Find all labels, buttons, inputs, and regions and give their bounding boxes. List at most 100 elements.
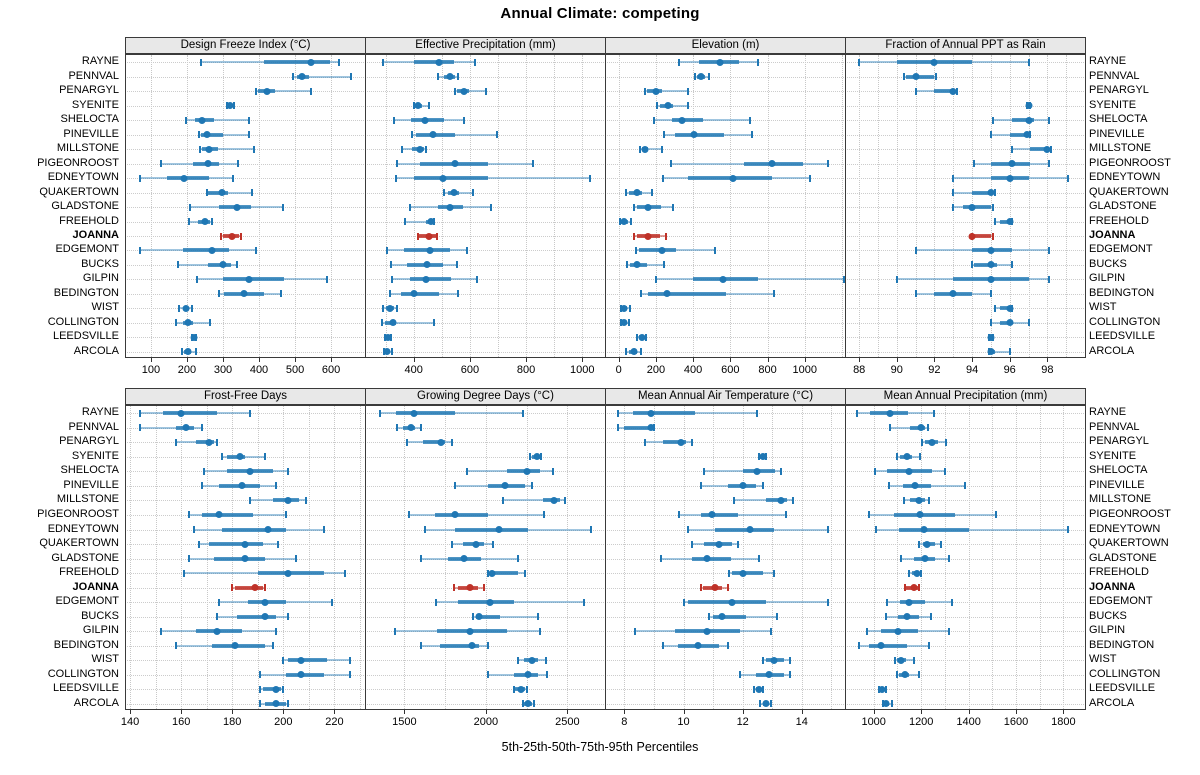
whisker-5-95 xyxy=(989,350,1010,353)
band-25-75 xyxy=(285,672,325,677)
band-25-75 xyxy=(674,132,724,137)
whisker-cap xyxy=(435,598,438,606)
median-dot xyxy=(218,189,226,196)
whisker-cap xyxy=(326,275,329,283)
row-guide xyxy=(367,337,604,339)
axis-tick xyxy=(618,358,620,362)
whisker-cap xyxy=(175,438,178,446)
median-dot xyxy=(708,511,716,519)
row-guide xyxy=(127,221,364,223)
row-guide xyxy=(127,573,364,574)
whisker-cap xyxy=(471,613,474,621)
whisker-cap xyxy=(633,232,636,240)
median-dot xyxy=(920,526,928,533)
whisker-cap xyxy=(726,642,729,650)
median-dot xyxy=(647,424,655,432)
whisker-cap xyxy=(784,511,787,519)
whisker-cap xyxy=(502,496,505,504)
band-25-75 xyxy=(972,190,993,195)
median-dot xyxy=(917,424,925,432)
median-dot xyxy=(228,232,236,240)
whisker-cap xyxy=(895,275,898,283)
whisker-cap xyxy=(194,348,197,356)
gridline xyxy=(873,406,875,709)
whisker-cap xyxy=(707,613,710,621)
median-dot xyxy=(203,131,211,139)
whisker-cap xyxy=(198,540,201,548)
whisker-cap xyxy=(188,218,191,225)
whisker-cap xyxy=(408,203,411,211)
row-guide xyxy=(127,62,364,64)
whisker-cap xyxy=(672,203,675,211)
gridline xyxy=(915,55,917,357)
gridline xyxy=(331,55,333,357)
median-dot xyxy=(472,540,480,548)
whisker-cap xyxy=(231,174,234,182)
row-label-right-edneytown: EDNEYTOWN xyxy=(1089,171,1161,183)
axis-tick-label: 98 xyxy=(1041,364,1054,376)
whisker-cap xyxy=(1050,145,1053,153)
gridline xyxy=(804,55,806,357)
whisker-cap xyxy=(930,613,933,621)
band-25-75 xyxy=(396,411,455,416)
median-dot xyxy=(177,409,185,417)
gridline xyxy=(283,406,285,709)
whisker-cap xyxy=(239,232,242,240)
gridline xyxy=(150,55,152,357)
band-25-75 xyxy=(423,440,446,445)
whisker-cap xyxy=(686,526,689,533)
whisker-cap xyxy=(411,131,414,139)
row-label-right-wist: WIST xyxy=(1089,653,1117,666)
row-label-left-edneytown: EDNEYTOWN xyxy=(47,522,119,535)
median-dot xyxy=(184,348,192,356)
whisker-cap xyxy=(218,290,221,298)
whisker-cap xyxy=(1027,58,1030,66)
whisker-5-95 xyxy=(890,426,929,429)
band-25-75 xyxy=(973,262,997,267)
row-guide xyxy=(127,442,364,444)
median-dot xyxy=(190,333,198,341)
axis-tick-label: 90 xyxy=(890,364,903,376)
whisker-cap xyxy=(919,453,922,461)
median-dot xyxy=(450,189,458,196)
gridline xyxy=(295,55,297,357)
whisker-cap xyxy=(772,290,775,298)
row-label-left-pennval: PENNVAL xyxy=(68,420,119,433)
whisker-cap xyxy=(617,409,620,417)
whisker-5-95 xyxy=(733,499,793,502)
median-dot xyxy=(987,275,995,283)
whisker-cap xyxy=(1029,131,1032,139)
median-dot xyxy=(198,116,206,124)
whisker-cap xyxy=(139,409,142,417)
row-guide xyxy=(847,308,1084,310)
whisker-cap xyxy=(874,467,877,475)
band-25-75 xyxy=(196,440,215,445)
whisker-cap xyxy=(669,160,672,168)
axis-tick xyxy=(1047,358,1049,362)
row-label-right-arcola: ARCOLA xyxy=(1089,344,1135,357)
band-25-75 xyxy=(1011,118,1035,123)
row-label-left-millstone: MILLSTONE xyxy=(56,142,119,155)
median-dot xyxy=(882,700,890,708)
band-25-75 xyxy=(893,512,955,517)
gridline xyxy=(155,406,157,709)
whisker-cap xyxy=(1010,145,1013,153)
row-guide xyxy=(367,192,604,194)
whisker-cap xyxy=(221,453,223,461)
axis-tick-label: 1000 xyxy=(570,364,595,376)
whisker-cap xyxy=(532,700,535,708)
whisker-cap xyxy=(330,598,333,606)
median-dot xyxy=(488,569,496,577)
axis-tick xyxy=(921,710,923,714)
whisker-cap xyxy=(921,438,924,446)
row-label-left-quakertown: QUAKERTOWN xyxy=(39,537,119,549)
row-guide xyxy=(847,514,1084,516)
whisker-cap xyxy=(633,203,636,211)
row-label-right-pigeonroost: PIGEONROOST xyxy=(1089,507,1171,520)
median-dot xyxy=(468,642,476,650)
whisker-cap xyxy=(993,218,996,225)
median-dot xyxy=(718,613,726,621)
median-dot xyxy=(451,160,459,168)
band-25-75 xyxy=(1009,132,1029,137)
row-guide xyxy=(847,192,1084,194)
